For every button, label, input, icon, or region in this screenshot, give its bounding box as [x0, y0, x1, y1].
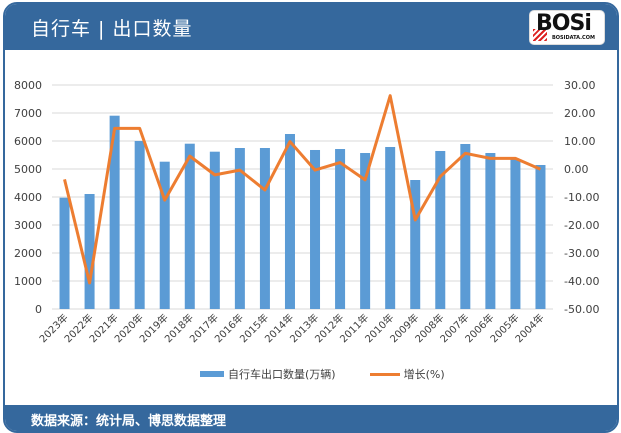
gridlines — [52, 84, 553, 310]
bar — [410, 180, 421, 309]
right-tick-label: -10.00 — [564, 191, 599, 204]
left-tick-label: 2000 — [14, 247, 42, 260]
right-tick-label: 30.00 — [564, 79, 596, 92]
bar — [535, 164, 546, 309]
bar — [335, 149, 346, 309]
bar — [460, 143, 471, 309]
legend-line-swatch — [369, 372, 400, 376]
chart-legend: 自行车出口数量(万辆) 增长(%) — [200, 366, 445, 382]
legend-bar-label: 自行车出口数量(万辆) — [228, 368, 336, 381]
footer-bar: 数据来源：统计局、博思数据整理 — [5, 405, 617, 431]
data-source: 数据来源：统计局、博思数据整理 — [31, 414, 227, 429]
right-tick-label: -30.00 — [564, 247, 599, 260]
right-axis-ticks: -50.00 -40.00 -30.00 -20.00 -10.00 0.00 10.00 2… — [564, 79, 599, 316]
left-tick-label: 6000 — [14, 135, 42, 148]
left-axis-ticks: 0 1000 2000 3000 4000 5000 6000 7000 8000 — [14, 79, 42, 316]
bosi-logo: BOSi BOSIDATA.COM — [529, 10, 605, 45]
left-tick-label: 3000 — [14, 219, 42, 232]
left-tick-label: 7000 — [14, 107, 42, 120]
left-tick-label: 4000 — [14, 191, 42, 204]
legend-bar-swatch — [200, 371, 224, 377]
left-tick-label: 8000 — [14, 79, 42, 92]
left-tick-label: 1000 — [14, 275, 42, 288]
bar — [485, 153, 496, 309]
right-tick-label: -50.00 — [564, 303, 599, 316]
header-bar: 自行车 | 出口数量 BOSi BOSIDATA.COM — [5, 4, 617, 50]
right-tick-label: 20.00 — [564, 107, 596, 120]
bar — [310, 149, 321, 309]
bar — [59, 197, 70, 309]
logo-subtext: BOSIDATA.COM — [552, 35, 595, 41]
bar — [209, 151, 220, 309]
bar — [184, 143, 195, 309]
bar — [259, 148, 270, 309]
bar — [284, 134, 295, 309]
bar-series — [59, 115, 546, 309]
right-tick-label: 10.00 — [564, 135, 596, 148]
left-tick-label: 0 — [35, 303, 42, 316]
bar — [385, 146, 396, 309]
bar — [510, 159, 521, 309]
bar — [134, 141, 145, 309]
logo-stripe-icon — [533, 29, 547, 41]
legend-line-label: 增长(%) — [403, 368, 445, 381]
right-tick-label: -20.00 — [564, 219, 599, 232]
logo-text: BOSi — [536, 11, 592, 36]
bar — [109, 115, 120, 309]
bar — [435, 150, 446, 309]
page-title: 自行车 | 出口数量 — [31, 18, 193, 40]
growth-line — [63, 94, 542, 285]
right-tick-label: -40.00 — [564, 275, 599, 288]
x-axis-labels: 2023年2022年2021年2020年2019年2018年2017年2016年… — [36, 311, 546, 345]
bar — [84, 194, 95, 309]
bar — [360, 153, 371, 309]
bar — [159, 161, 170, 309]
left-tick-label: 5000 — [14, 163, 42, 176]
right-tick-label: 0.00 — [564, 163, 589, 176]
bar — [234, 148, 245, 309]
